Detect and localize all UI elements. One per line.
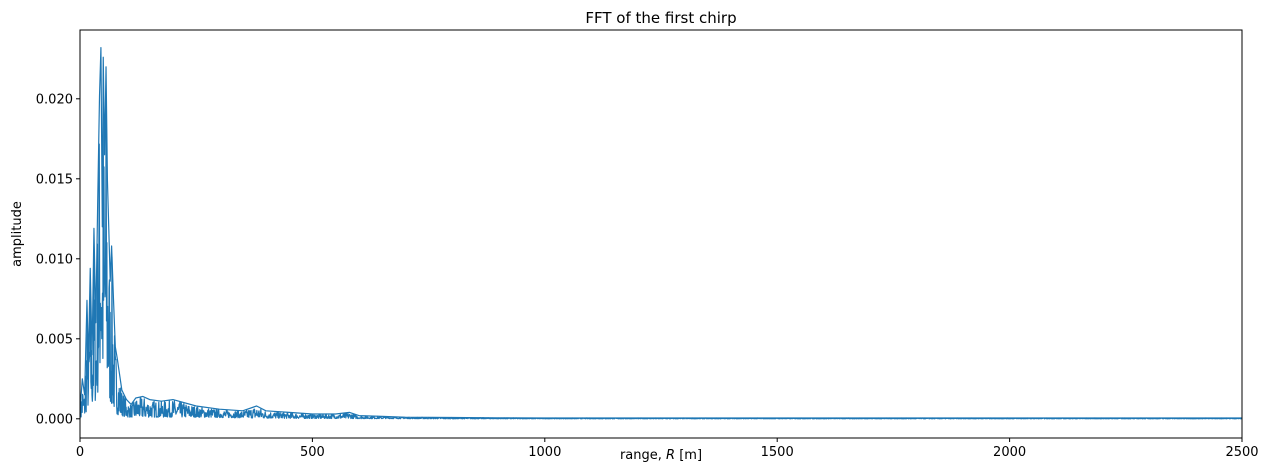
x-axis-label-prefix: range, (620, 448, 666, 463)
x-axis-label: range, R [m] (620, 448, 702, 463)
fft-series-peak-envelope (80, 47, 1242, 419)
x-axis-label-variable: R (666, 448, 675, 463)
plot-area (79, 29, 1243, 439)
axes-background (80, 30, 1242, 438)
chart-title: FFT of the first chirp (585, 9, 736, 27)
x-axis: 0 500 1000 1500 2000 2500 (76, 438, 1259, 460)
x-axis-label-unit: [m] (675, 448, 702, 463)
x-tick-label: 2500 (1225, 445, 1258, 460)
x-tick-label: 500 (300, 445, 325, 460)
axes-frame (79, 29, 1243, 439)
series-group (80, 47, 1242, 420)
y-tick-label: 0.020 (36, 92, 73, 107)
x-tick-label: 2000 (993, 445, 1026, 460)
x-tick-label: 1500 (761, 445, 794, 460)
y-axis-label: amplitude (10, 201, 25, 267)
y-tick-label: 0.005 (36, 332, 73, 347)
x-tick-label: 0 (76, 445, 84, 460)
y-tick-label: 0.010 (36, 252, 73, 267)
y-tick-label: 0.015 (36, 172, 73, 187)
x-tick-label: 1000 (528, 445, 561, 460)
y-axis: 0.000 0.005 0.010 0.015 0.020 (36, 92, 80, 427)
y-tick-label: 0.000 (36, 412, 73, 427)
